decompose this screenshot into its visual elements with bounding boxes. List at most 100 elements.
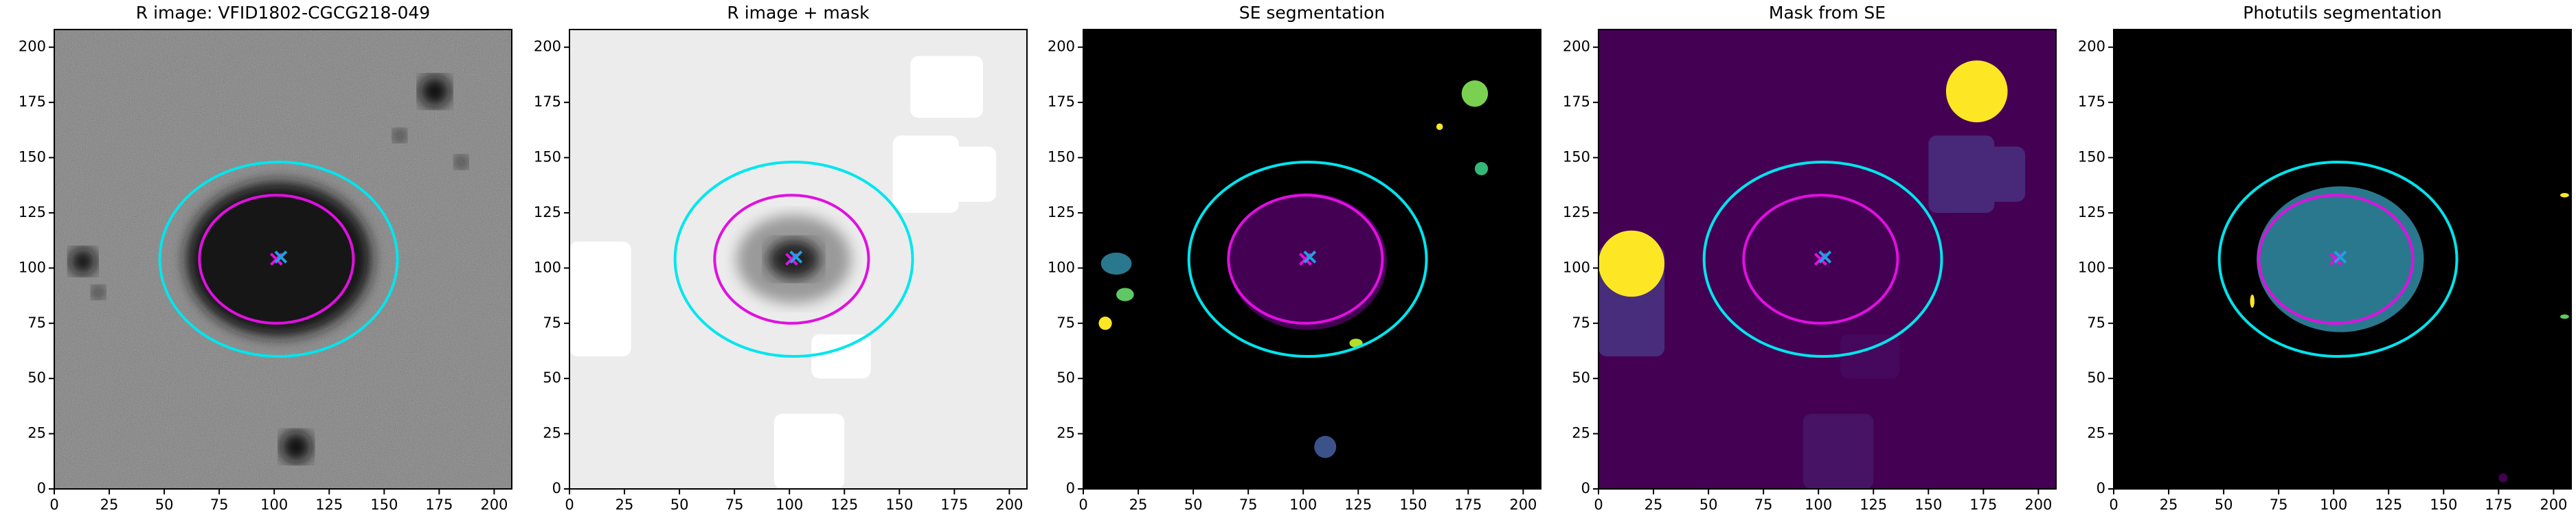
y-tick-label: 125 (19, 204, 46, 220)
source (91, 286, 105, 299)
x-tick-label: 100 (1805, 496, 1832, 513)
y-tick-label: 200 (2078, 38, 2105, 55)
x-tick-label: 0 (49, 496, 58, 513)
y-tick-label: 50 (27, 369, 46, 386)
x-tick-label: 100 (2320, 496, 2347, 513)
y-tick-label: 100 (2078, 259, 2105, 275)
y-tick-label: 0 (552, 480, 561, 496)
x-tick-label: 50 (670, 496, 689, 513)
mask-region (1803, 413, 1874, 489)
y-tick-label: 50 (543, 369, 561, 386)
source (69, 248, 96, 275)
y-tick-label: 150 (19, 149, 46, 165)
image (1083, 30, 1541, 489)
panel: 0 25 50 75 100 125 150 175 200 0 25 50 75 100 125 150 17… (19, 3, 512, 513)
x-tick-label: 150 (1399, 496, 1427, 513)
y-tick-label: 100 (534, 259, 561, 275)
image (2114, 30, 2571, 489)
y-tick-label: 100 (19, 259, 46, 275)
y-tick-label: 175 (19, 93, 46, 110)
axes-frame (54, 29, 512, 490)
source (1098, 317, 1112, 330)
center-marker (789, 250, 803, 264)
x-tick-label: 100 (1289, 496, 1317, 513)
x-tick-label: 0 (1594, 496, 1603, 513)
aperture-ellipse (1742, 194, 1899, 325)
source (280, 431, 312, 463)
panel: 0 25 50 75 100 125 150 175 200 0 25 50 75 100 125 150 17… (534, 3, 1028, 513)
panel-title: R image + mask (727, 3, 870, 23)
panel-title: Photutils segmentation (2243, 3, 2441, 23)
axes-frame (1598, 29, 2057, 490)
panel: 0 25 50 75 100 125 150 175 200 0 25 50 75 100 125 150 17… (1048, 3, 1541, 513)
y-tick-label: 100 (1048, 259, 1075, 275)
y-tick-label: 75 (1572, 314, 1590, 331)
x-tick-label: 0 (565, 496, 574, 513)
x-tick-label: 125 (315, 496, 343, 513)
x-tick-label: 175 (940, 496, 968, 513)
y-tick-label: 175 (1563, 93, 1590, 110)
source (393, 128, 407, 143)
x-tick-label: 200 (1509, 496, 1537, 513)
mask-region (938, 146, 997, 202)
x-tick-label: 100 (260, 496, 288, 513)
panel: 0 25 50 75 100 125 150 175 200 0 25 50 75 100 125 150 17… (2078, 3, 2572, 513)
aperture-ellipse (2257, 194, 2415, 325)
y-tick-label: 200 (534, 38, 561, 55)
y-tick-label: 50 (1057, 369, 1075, 386)
x-tick-label: 125 (831, 496, 858, 513)
y-tick-label: 50 (2087, 369, 2105, 386)
y-tick-label: 25 (2087, 425, 2105, 442)
mask-region (1967, 146, 2026, 202)
source (1314, 435, 1337, 458)
y-tick-label: 0 (37, 480, 46, 496)
x-tick-label: 75 (725, 496, 744, 513)
y-tick-label: 150 (1563, 149, 1590, 165)
aperture-ellipse (158, 160, 399, 358)
y-tick-label: 75 (543, 314, 561, 331)
y-tick-label: 25 (1057, 425, 1075, 442)
x-tick-label: 125 (1860, 496, 1887, 513)
mask-region (910, 56, 983, 118)
x-tick-label: 200 (2024, 496, 2052, 513)
image (1598, 30, 2056, 489)
mask-region (1840, 334, 1900, 379)
source (1474, 161, 1489, 176)
source (2560, 193, 2569, 198)
x-tick-label: 75 (1754, 496, 1773, 513)
y-tick-label: 25 (1572, 425, 1590, 442)
x-tick-label: 50 (2215, 496, 2233, 513)
panel-title: R image: VFID1802-CGCG218-049 (136, 3, 430, 23)
center-marker (1818, 250, 1832, 264)
aperture-ellipse (1187, 160, 1428, 358)
x-tick-label: 150 (2430, 496, 2457, 513)
y-tick-label: 25 (543, 425, 561, 442)
source (2250, 294, 2255, 308)
y-tick-label: 75 (2087, 314, 2105, 331)
source (2560, 314, 2569, 319)
y-tick-label: 0 (2097, 480, 2105, 496)
axes-frame (2113, 29, 2572, 490)
x-tick-label: 200 (2540, 496, 2567, 513)
x-tick-label: 50 (155, 496, 174, 513)
x-tick-label: 25 (615, 496, 634, 513)
x-tick-label: 75 (1239, 496, 1258, 513)
aperture-ellipse (1702, 160, 1943, 358)
y-tick-label: 175 (534, 93, 561, 110)
aperture-ellipse (1227, 194, 1384, 325)
image (54, 30, 512, 489)
source (1116, 288, 1134, 301)
y-tick-label: 150 (1048, 149, 1075, 165)
x-tick-label: 100 (776, 496, 803, 513)
panel-title: SE segmentation (1239, 3, 1385, 23)
image (569, 30, 1027, 489)
x-tick-label: 75 (2270, 496, 2288, 513)
y-tick-label: 100 (1563, 259, 1590, 275)
x-tick-label: 175 (425, 496, 453, 513)
x-tick-label: 25 (100, 496, 119, 513)
axes-frame (569, 29, 1028, 490)
y-tick-label: 50 (1572, 369, 1590, 386)
y-tick-label: 0 (1581, 480, 1590, 496)
panel: 0 25 50 75 100 125 150 175 200 0 25 50 75 100 125 150 17… (1563, 3, 2057, 513)
